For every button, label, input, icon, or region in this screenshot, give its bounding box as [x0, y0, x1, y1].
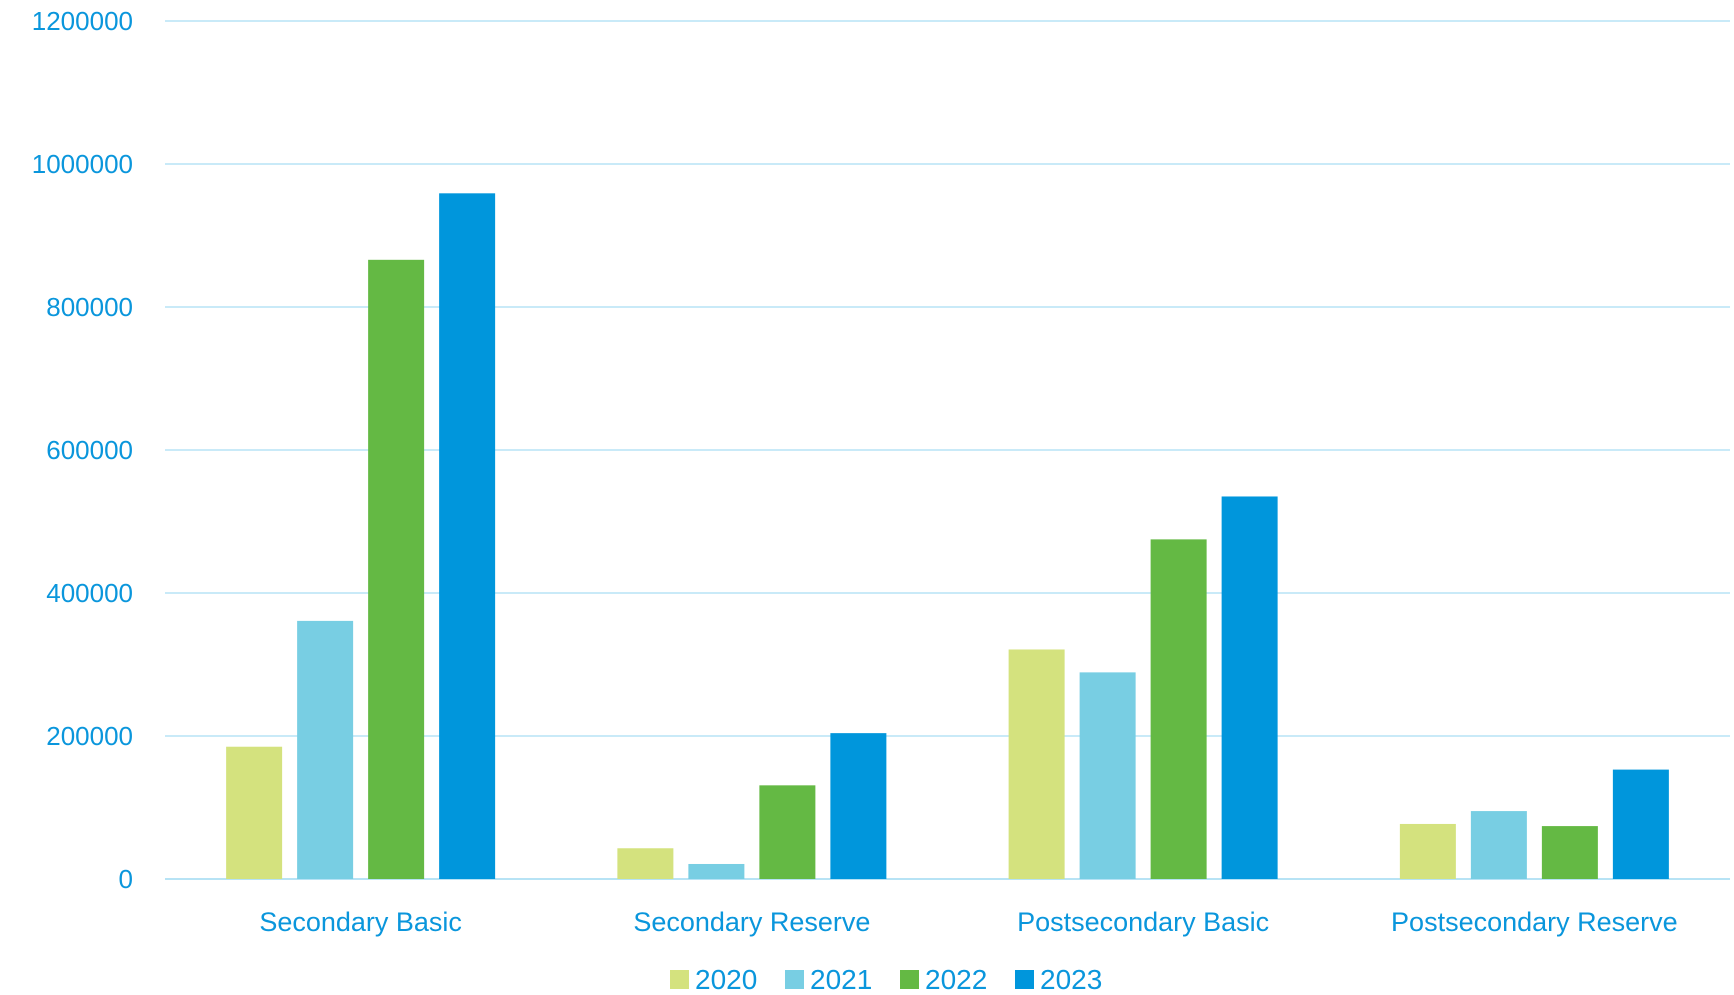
legend-label-2020: 2020	[695, 964, 757, 995]
bar-2022-postsecondary-reserve	[1541, 826, 1598, 879]
legend-swatch-2020	[670, 970, 689, 989]
legend-label-2023: 2023	[1040, 964, 1102, 995]
x-category-label: Postsecondary Reserve	[1391, 907, 1678, 937]
y-tick-label: 1000000	[32, 149, 133, 179]
bar-2021-postsecondary-basic	[1079, 672, 1136, 879]
legend: 2020 2021 2022 2023	[670, 964, 1102, 995]
y-tick-label: 0	[119, 864, 133, 894]
x-category-label: Secondary Basic	[259, 907, 462, 937]
y-axis-tick-labels: 0 200000 400000 600000 800000 1000000 1200000	[32, 6, 133, 894]
x-category-label: Postsecondary Basic	[1017, 907, 1269, 937]
bar-2021-secondary-reserve	[688, 863, 745, 879]
y-tick-label: 600000	[46, 435, 133, 465]
bar-2020-secondary-basic	[226, 746, 283, 879]
y-tick-label: 1200000	[32, 6, 133, 36]
bars	[226, 193, 1669, 879]
legend-swatch-2022	[900, 970, 919, 989]
x-category-label: Secondary Reserve	[633, 907, 870, 937]
gridlines	[165, 20, 1730, 880]
x-axis-category-labels: Secondary Basic Secondary Reserve Postseco…	[259, 907, 1677, 937]
legend-label-2022: 2022	[925, 964, 987, 995]
legend-swatch-2023	[1015, 970, 1034, 989]
bar-2021-secondary-basic	[297, 620, 354, 879]
y-tick-label: 200000	[46, 721, 133, 751]
bar-2023-postsecondary-basic	[1221, 496, 1278, 879]
y-tick-label: 800000	[46, 292, 133, 322]
y-tick-label: 400000	[46, 578, 133, 608]
bar-2022-secondary-reserve	[759, 785, 816, 879]
bar-2021-postsecondary-reserve	[1470, 811, 1527, 879]
bar-2020-secondary-reserve	[617, 848, 674, 879]
bar-2023-postsecondary-reserve	[1612, 769, 1669, 879]
legend-swatch-2021	[785, 970, 804, 989]
bar-2022-postsecondary-basic	[1150, 539, 1207, 879]
bar-2022-secondary-basic	[368, 259, 425, 879]
bar-2020-postsecondary-reserve	[1399, 823, 1456, 879]
bar-2020-postsecondary-basic	[1008, 649, 1065, 879]
bar-2023-secondary-basic	[439, 193, 496, 879]
legend-label-2021: 2021	[810, 964, 872, 995]
bar-2023-secondary-reserve	[830, 733, 887, 879]
